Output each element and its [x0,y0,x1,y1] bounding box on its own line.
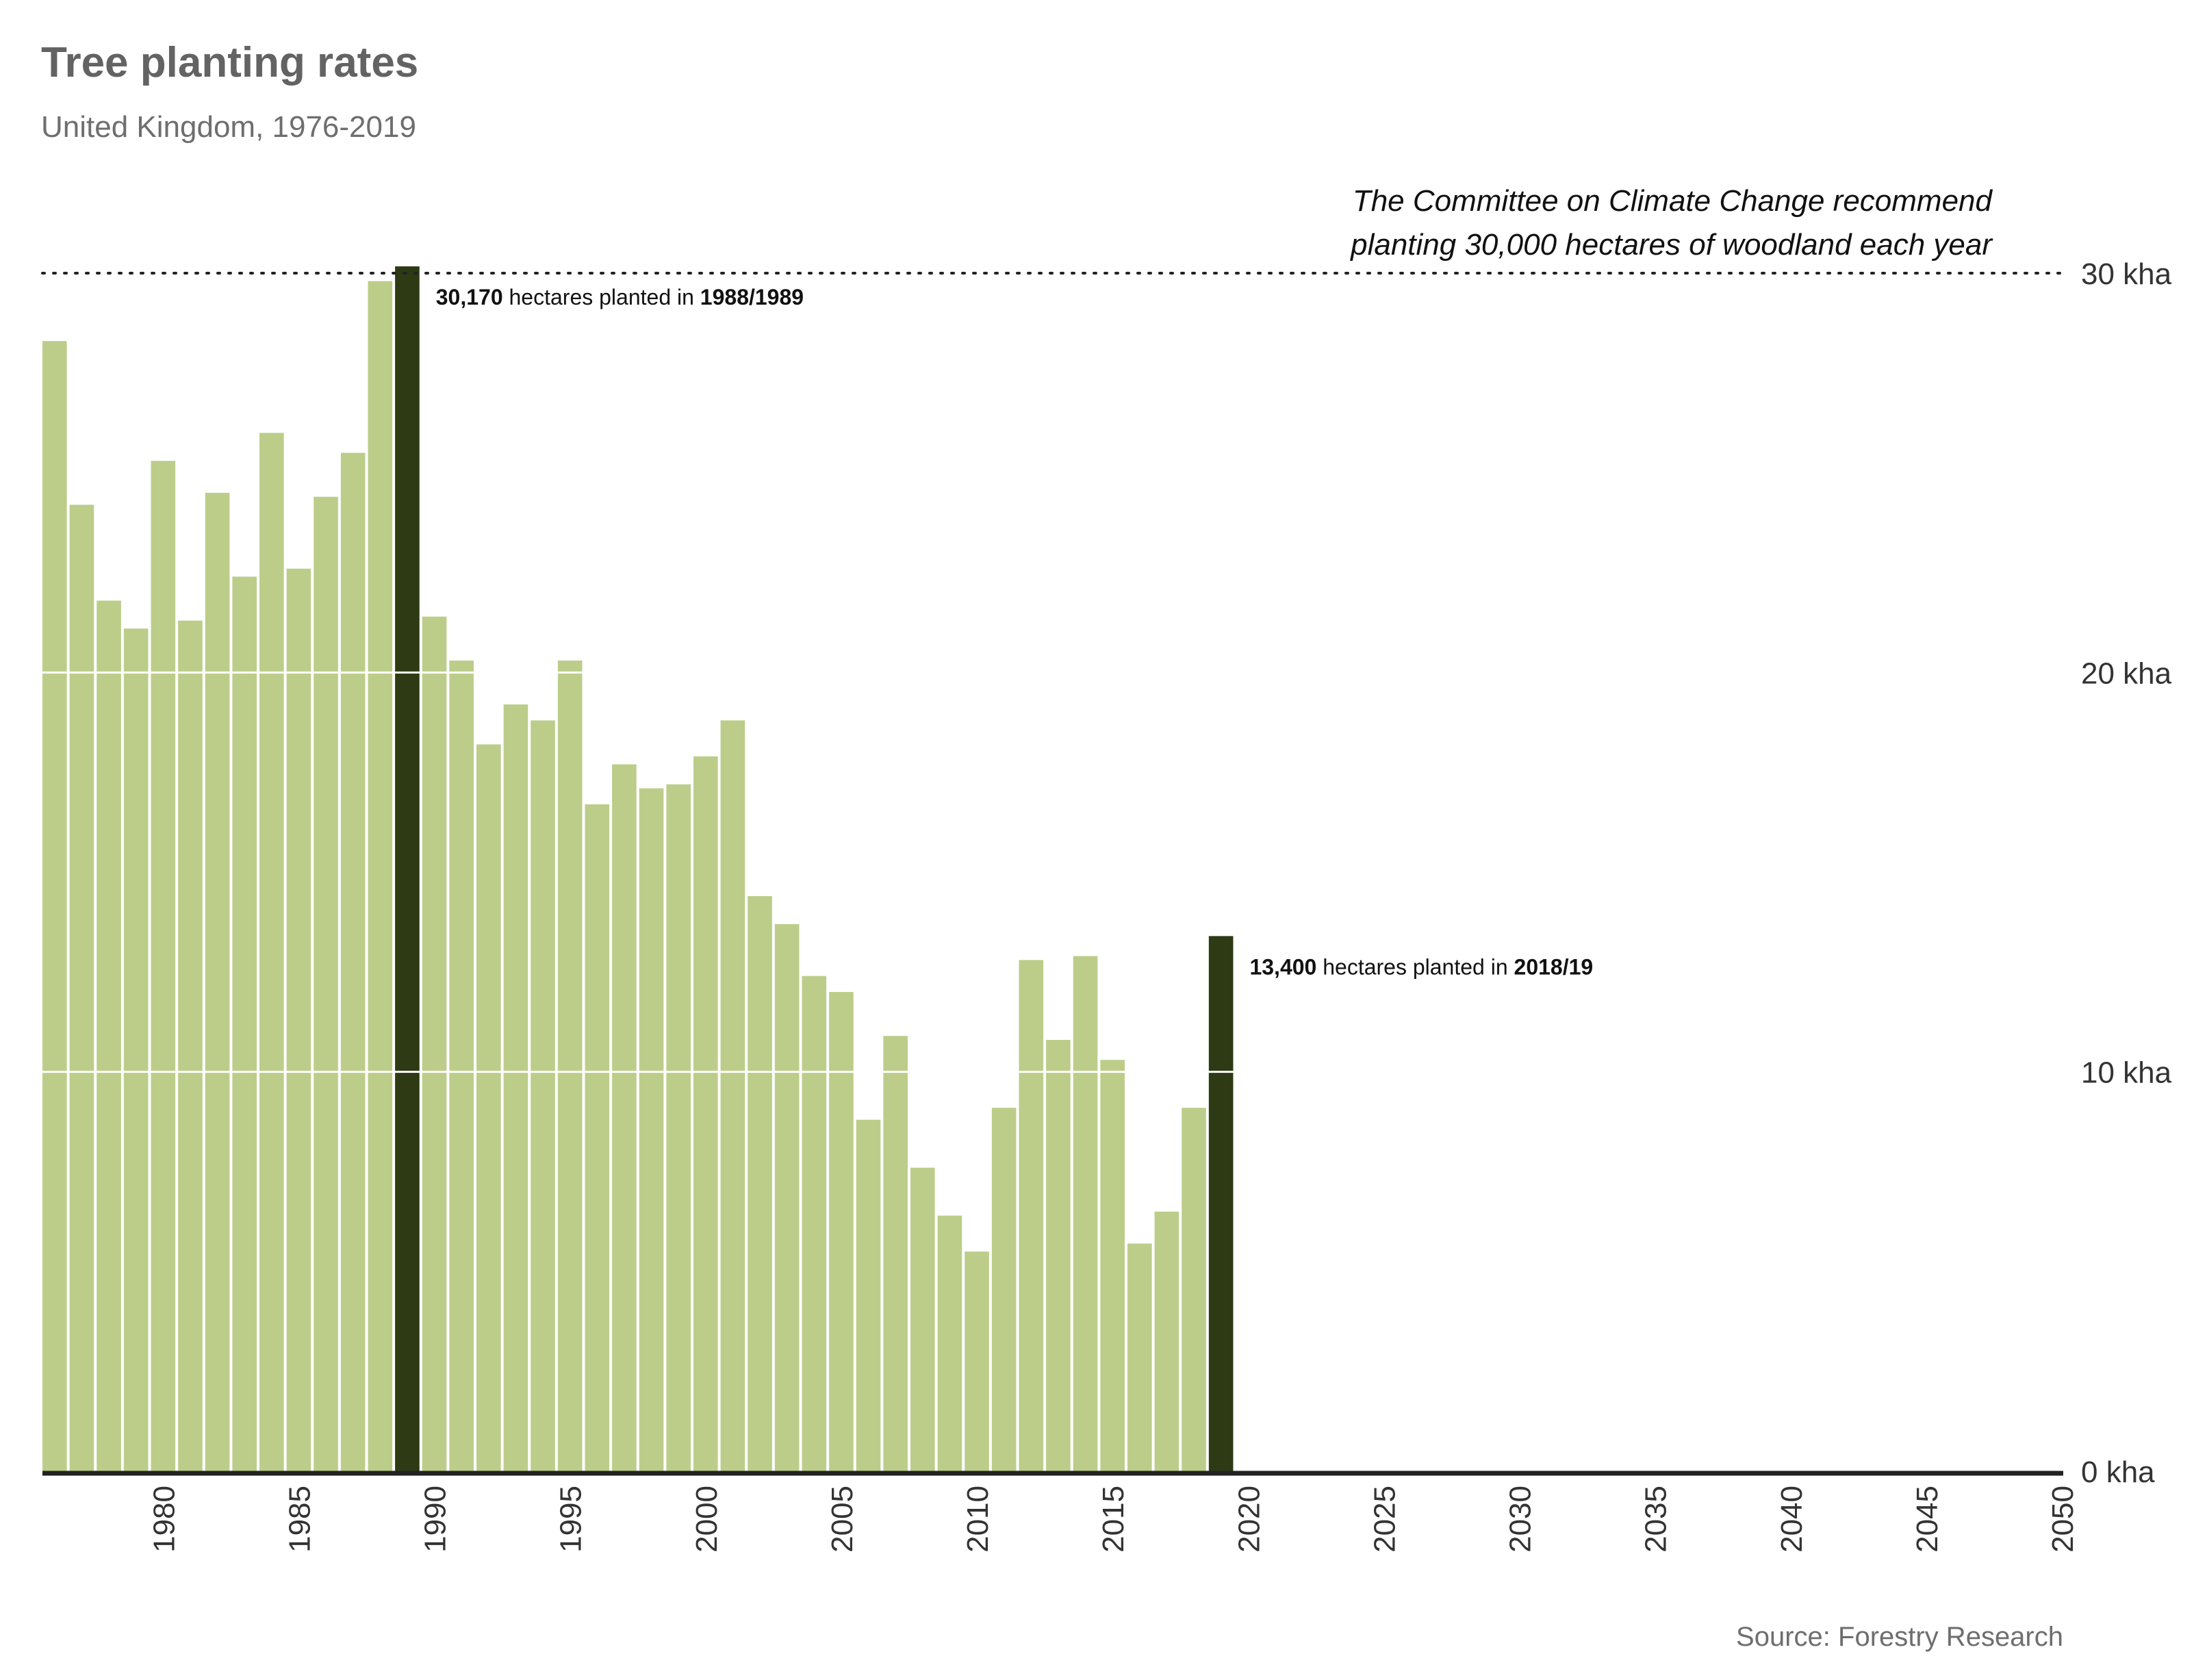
bar-2005 [829,992,854,1471]
x-tick-label-1980: 1980 [147,1486,181,1553]
bar-1988 [368,281,393,1472]
gridlines [42,671,2063,1073]
bar-2012 [1019,960,1044,1471]
x-tick-label-1995: 1995 [554,1486,588,1553]
bar-2003 [774,924,800,1471]
bar-2016 [1127,1243,1152,1471]
bar-2009 [937,1215,962,1471]
bar-1992 [476,744,501,1471]
peak-value: 30,170 [436,285,503,309]
bar-1998 [639,788,664,1471]
bar-1990 [422,616,447,1471]
x-tick-label-2050: 2050 [2046,1486,2080,1553]
bar-2008 [910,1167,935,1471]
y-axis-ticks: 0 kha 10 kha 20 kha 30 kha [2081,257,2172,1489]
bar-1983 [232,576,257,1472]
bar-2011 [991,1108,1017,1471]
x-tick-label-2020: 2020 [1232,1486,1266,1553]
target-note-line-1: The Committee on Climate Change recommen… [1353,184,1993,218]
bar-2015 [1100,1060,1125,1471]
bar-1997 [612,764,637,1471]
bar-2019 [1208,936,1234,1471]
y-tick-label-10: 10 kha [2081,1056,2172,1090]
target-note-line-2: planting 30,000 hectares of woodland eac… [1349,228,1993,262]
latest-period: 2018/19 [1514,954,1594,979]
bar-1991 [449,660,474,1472]
x-tick-label-2000: 2000 [690,1486,724,1553]
x-tick-label-2005: 2005 [826,1486,859,1553]
bar-2002 [748,896,772,1471]
bar-1984 [259,433,284,1472]
bar-2001 [720,720,745,1471]
peak-period: 1988/1989 [700,285,804,309]
peak-annotation: 30,170 hectares planted in 1988/1989 [436,285,804,309]
bar-1993 [503,704,528,1471]
bar-1994 [531,720,555,1471]
bar-2013 [1046,1040,1071,1471]
source-note: Source: Forestry Research [1736,1622,2063,1652]
bar-1978 [97,600,121,1472]
x-tick-label-2040: 2040 [1775,1486,1809,1553]
x-tick-label-2030: 2030 [1504,1486,1538,1553]
bar-1977 [69,505,94,1472]
bar-2010 [965,1251,989,1471]
bar-1999 [666,784,691,1471]
x-tick-label-1990: 1990 [419,1486,452,1553]
bar-2004 [802,976,827,1471]
y-tick-label-30: 30 kha [2081,257,2172,291]
peak-mid-text: hectares planted in [503,285,700,309]
x-tick-label-2035: 2035 [1640,1486,1673,1553]
bar-2000 [693,756,718,1471]
bar-1987 [340,453,366,1471]
bar-1996 [585,804,610,1471]
latest-value: 13,400 [1249,954,1316,979]
chart-subtitle: United Kingdom, 1976-2019 [41,110,416,144]
bar-2018 [1182,1108,1206,1471]
bar-1985 [286,568,311,1471]
x-axis-ticks: 1980 1985 1990 1995 2000 2005 2010 2015 2020 2025… [147,1486,2080,1553]
bar-2017 [1154,1211,1179,1471]
bars-group [42,266,1234,1472]
bar-1986 [314,496,338,1471]
x-tick-label-1985: 1985 [283,1486,316,1553]
bar-1995 [557,660,583,1472]
bar-1981 [178,620,203,1471]
latest-annotation: 13,400 hectares planted in 2018/19 [1249,954,1593,979]
x-tick-label-2045: 2045 [1911,1486,1944,1553]
bar-1979 [123,628,149,1471]
x-tick-label-2010: 2010 [961,1486,995,1553]
bar-1980 [151,461,176,1471]
x-tick-label-2025: 2025 [1368,1486,1401,1553]
x-tick-label-2015: 2015 [1097,1486,1130,1553]
y-tick-label-0: 0 kha [2081,1455,2155,1489]
bar-1982 [205,492,230,1472]
bar-2006 [856,1119,881,1471]
bar-1976 [42,341,67,1472]
bar-1989 [395,266,420,1471]
y-tick-label-20: 20 kha [2081,657,2172,690]
bar-2014 [1073,956,1098,1471]
bar-2007 [883,1036,908,1471]
latest-mid-text: hectares planted in [1316,954,1514,979]
chart-title: Tree planting rates [41,39,418,86]
